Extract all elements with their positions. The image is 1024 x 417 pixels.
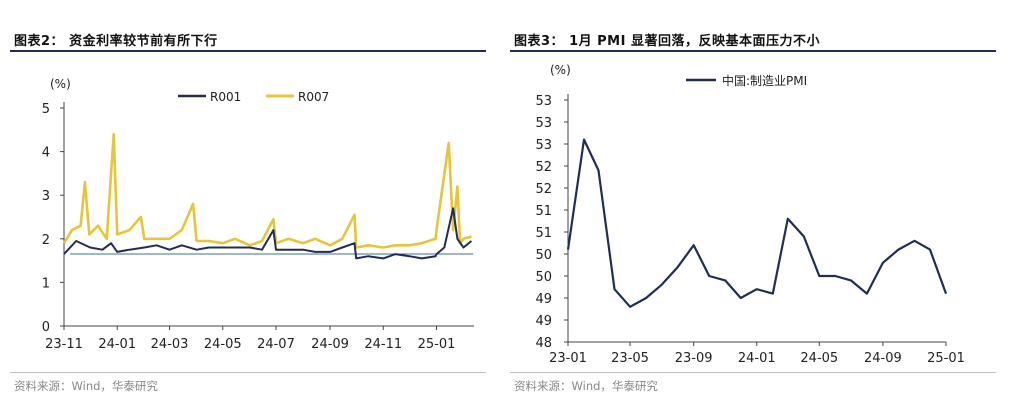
- x-tick-label: 23-11: [45, 337, 83, 352]
- y-tick-label: 51: [535, 226, 552, 241]
- x-tick-label: 23-05: [611, 351, 649, 366]
- y-tick-label: 49: [535, 292, 552, 307]
- x-tick-label: 24-07: [257, 337, 295, 352]
- footer-rule: [510, 372, 996, 373]
- chart-panel-rates: 图表2： 资金利率较节前有所下行 (%) 0 1 2 3 4 5 23-11 24-01 24-0…: [0, 0, 500, 417]
- legend-label: R001: [210, 90, 241, 104]
- y-tick-label: 1: [42, 276, 50, 291]
- y-tick-label: 48: [535, 336, 552, 351]
- x-tick-label: 23-09: [675, 351, 713, 366]
- y-tick-label: 53: [535, 116, 552, 131]
- y-unit-label: (%): [50, 77, 71, 91]
- chart-panel-pmi: 图表3： 1月 PMI 显著回落，反映基本面压力不小 (%) 48 49 49 50 50…: [510, 0, 1024, 417]
- chart-title: 图表2： 资金利率较节前有所下行: [14, 34, 218, 49]
- chart-title: 图表3： 1月 PMI 显著回落，反映基本面压力不小: [514, 34, 820, 49]
- x-tick-label: 24-05: [800, 351, 838, 366]
- footer-rule: [10, 372, 486, 373]
- y-tick-label: 53: [535, 138, 552, 153]
- y-tick-label: 0: [42, 320, 50, 335]
- title-rule: [10, 50, 486, 52]
- legend-label: 中国:制造业PMI: [722, 73, 807, 88]
- y-tick-label: 52: [535, 182, 552, 197]
- y-tick-label: 3: [42, 189, 50, 204]
- x-tick-label: 25-01: [418, 337, 456, 352]
- y-tick-label: 51: [535, 204, 552, 219]
- x-tick-label: 24-03: [151, 337, 189, 352]
- y-unit-label: (%): [550, 63, 571, 77]
- x-tick-label: 24-09: [311, 337, 349, 352]
- y-tick-label: 5: [42, 102, 50, 117]
- source-note: 资料来源：Wind，华泰研究: [514, 379, 658, 393]
- series-line-r007: [62, 132, 472, 249]
- rates-line-chart: (%) 0 1 2 3 4 5 23-11 24-01 24-03 24-05 24-07 24-09 2…: [42, 77, 474, 352]
- y-tick-label: 52: [535, 160, 552, 175]
- x-tick-label: 24-09: [864, 351, 902, 366]
- source-note: 资料来源：Wind，华泰研究: [14, 379, 158, 393]
- x-tick-label: 24-01: [98, 337, 136, 352]
- y-tick-label: 53: [535, 94, 552, 109]
- x-tick-label: 24-01: [738, 351, 776, 366]
- title-rule: [510, 50, 996, 52]
- y-tick-label: 4: [42, 146, 50, 161]
- x-tick-label: 24-11: [364, 337, 402, 352]
- x-tick-label: 23-01: [549, 351, 587, 366]
- y-tick-label: 2: [42, 233, 50, 248]
- x-tick-label: 25-01: [927, 351, 965, 366]
- legend-label: R007: [298, 90, 329, 104]
- pmi-line-chart: (%) 48 49 49 50 50 51 51 52 52 53 53 53 23-01 23-05 23-…: [535, 63, 965, 366]
- y-tick-label: 49: [535, 314, 552, 329]
- y-tick-label: 50: [535, 270, 552, 285]
- y-tick-label: 50: [535, 248, 552, 263]
- x-tick-label: 24-05: [204, 337, 242, 352]
- series-line-r001: [63, 207, 473, 260]
- series-line-pmi: [566, 138, 948, 308]
